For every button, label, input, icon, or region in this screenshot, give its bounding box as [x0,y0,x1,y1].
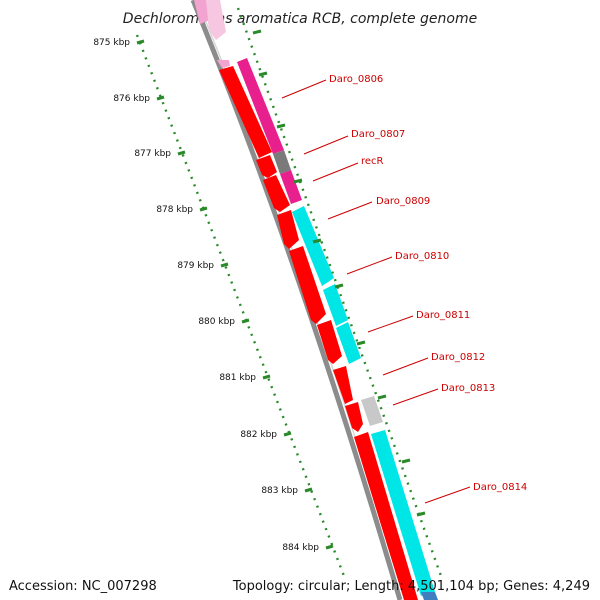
backbone-line [190,0,403,600]
tick-label: 880 kbp [198,317,235,327]
gene-label: Daro_0809 [376,196,430,207]
gene-daro-0810 [323,284,348,326]
scale-lines [135,7,443,577]
gene-label: recR [361,156,384,167]
tick-label: 875 kbp [93,38,130,48]
gene-label: Daro_0811 [416,310,470,321]
gene-label-leader [346,256,393,275]
gene-label-leader [327,201,373,220]
cds-forward-9 [354,432,418,600]
gene-label-leader [312,162,359,182]
gene-label: Daro_0810 [395,251,449,262]
tick-mark-inner [283,431,292,437]
cds-forward-1 [219,66,272,158]
gene-label-leader [303,135,349,155]
gene-label-leader [392,388,439,406]
gene-daro-0809 [292,206,334,286]
gene-label-leader [281,79,327,99]
backbone [190,0,406,600]
label-layer: Daro_0806 Daro_0807 recR Daro_0809 Daro_0810… [281,74,527,504]
gene-label-leader [382,357,429,376]
tick-mark-outer [252,29,262,35]
gene-recr [280,170,302,204]
tick-label: 883 kbp [261,486,298,496]
tick-label: 882 kbp [240,430,277,440]
gene-label: Daro_0807 [351,129,405,140]
tick-mark-outer [258,71,268,77]
cds-forward-5 [289,246,326,324]
gene-label: Daro_0814 [473,482,527,493]
cds-forward-6 [317,320,342,364]
tick-mark-outer [416,511,426,517]
tick-label: 878 kbp [156,205,193,215]
gene-daro-0813 [361,396,383,426]
gene-label: Daro_0812 [431,352,485,363]
partial-gene-top-left [194,0,210,24]
gene-daro-0807 [273,150,291,174]
tick-mark-outer [356,340,366,346]
tick-mark-outer [377,394,387,400]
gene-label-leader [367,315,414,333]
gene-daro-0811 [336,322,361,364]
scale-line-inner [135,34,346,577]
tick-mark-outer [401,458,411,464]
feature-track [194,0,438,600]
cds-forward-2 [256,155,277,178]
tick-mark-outer [293,178,303,184]
tick-mark-inner [220,262,229,268]
tick-mark-inner [199,206,208,212]
cds-forward-8 [345,402,363,432]
tick-mark-outer [312,238,322,244]
accession-text: Accession: NC_007298 [9,579,157,594]
tick-mark-outer [334,283,344,289]
map-title: Dechloromonas aromatica RCB, complete ge… [123,11,477,27]
tick-label: 876 kbp [113,94,150,104]
tick-label: 877 kbp [134,149,171,159]
cds-forward-7 [333,366,353,404]
tick-mark-inner [304,487,313,493]
gene-blue-partial [421,592,438,600]
tick-mark-inner [241,318,250,324]
gene-label: Daro_0806 [329,74,383,85]
tick-mark-inner [136,39,145,45]
topology-text: Topology: circular; Length: 4,501,104 bp… [232,579,590,594]
partial-gene-top-right [206,0,226,40]
gene-daro-0806 [237,58,284,154]
tick-mark-inner [177,150,186,156]
partial-gene-tail [217,60,230,68]
tick-layer: 875 kbp 876 kbp 877 kbp 878 kbp 879 kbp 880 k… [93,29,426,553]
cds-forward-4 [277,210,299,249]
gene-label: Daro_0813 [441,383,495,394]
cds-forward-3 [263,175,290,212]
tick-label: 881 kbp [219,373,256,383]
gene-daro-0814 [371,430,435,596]
tick-mark-inner [325,544,334,550]
gene-label-leader [424,486,471,504]
tick-label: 879 kbp [177,261,214,271]
tick-mark-inner [262,374,271,380]
tick-label: 884 kbp [282,543,319,553]
tick-mark-inner [156,95,165,101]
tick-mark-outer [276,123,286,129]
